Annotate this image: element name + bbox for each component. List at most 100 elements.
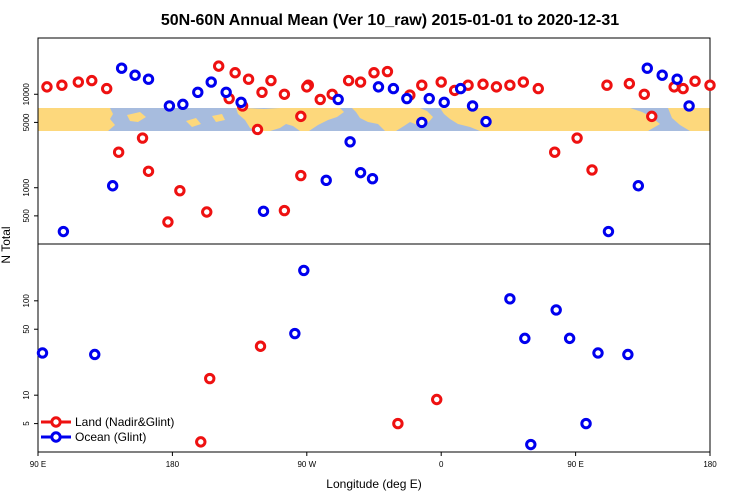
world-map-band: [38, 108, 710, 131]
ocean-point: [257, 205, 270, 217]
map-land-americas: [236, 108, 344, 131]
chart-title: 50N-60N Annual Mean (Ver 10_raw) 2015-01…: [161, 12, 619, 29]
legend-label-ocean: Ocean (Glint): [75, 430, 146, 444]
ocean-point: [205, 76, 217, 88]
land-point: [100, 82, 113, 95]
ocean-point: [220, 86, 232, 98]
plot-border: [37, 37, 711, 453]
legend-marker-ocean: [50, 431, 62, 443]
plot-frame: [37, 37, 711, 453]
land-point: [229, 67, 241, 79]
ocean-point: [387, 82, 400, 95]
land-point: [601, 79, 613, 91]
ocean-point: [550, 304, 562, 316]
y-tick-label: 10000: [22, 83, 31, 106]
ocean-point: [344, 136, 356, 148]
ocean-point: [235, 96, 247, 109]
y-tick-label: 10: [22, 390, 31, 399]
land-point: [416, 79, 428, 91]
ocean-point: [466, 100, 479, 112]
land-point: [254, 340, 267, 352]
land-point: [314, 93, 326, 106]
y-axis-lower: 5 10 50 100: [22, 294, 38, 426]
ocean-point: [106, 180, 119, 192]
land-point: [174, 184, 186, 197]
land-point: [256, 86, 268, 98]
land-point: [435, 76, 447, 88]
land-point: [41, 81, 53, 93]
land-point: [623, 77, 636, 90]
y-axis-label: N Total: [0, 226, 13, 263]
ocean-point: [89, 348, 101, 361]
land-point: [201, 206, 213, 218]
ocean-point: [366, 172, 379, 185]
ocean-point: [129, 69, 141, 81]
ocean-point: [192, 86, 204, 98]
map-land-eurasia-east: [440, 108, 660, 131]
land-point: [689, 75, 701, 87]
land-point: [195, 436, 207, 448]
land-point: [517, 76, 530, 88]
land-point: [278, 88, 291, 100]
ocean-point: [115, 62, 128, 74]
y-tick-label: 50: [22, 324, 31, 333]
land-point: [295, 110, 307, 123]
legend-marker-land: [50, 416, 62, 428]
land-point: [142, 165, 155, 177]
land-point: [431, 393, 443, 406]
land-point: [704, 79, 716, 91]
x-tick-label: 0: [439, 460, 444, 469]
ocean-point: [423, 92, 435, 105]
ocean-point: [354, 166, 367, 179]
ocean-point: [289, 327, 301, 340]
land-point: [136, 132, 149, 144]
ocean-point: [320, 174, 332, 187]
map-land-eurasia-west: [38, 108, 115, 131]
ocean-point: [57, 225, 70, 238]
land-point: [354, 76, 367, 88]
land-point: [677, 82, 689, 95]
land-point: [278, 204, 291, 217]
land-point: [212, 60, 225, 72]
y-tick-label: 1000: [22, 178, 31, 196]
ocean-point: [504, 293, 516, 305]
ocean-point: [671, 73, 683, 85]
ocean-point: [480, 115, 492, 128]
land-point: [571, 132, 583, 144]
map-land-island-3: [212, 114, 225, 122]
ocean-point: [683, 100, 695, 112]
ocean-point: [592, 347, 604, 359]
land-point: [72, 76, 85, 88]
y-tick-label: 100: [22, 294, 31, 308]
land-point: [112, 146, 125, 158]
map-land-north-america-east: [668, 108, 710, 131]
land-point: [204, 372, 216, 385]
land-point: [381, 65, 394, 78]
ocean-point: [519, 332, 531, 345]
ocean-point: [580, 417, 592, 430]
x-tick-label: 180: [703, 460, 717, 469]
ocean-point: [632, 180, 645, 192]
land-point: [251, 123, 264, 136]
land-point: [342, 74, 355, 87]
ocean-point: [525, 438, 537, 451]
x-axis-label: Longitude (deg E): [326, 477, 421, 491]
land-point: [368, 67, 380, 79]
ocean-point: [438, 96, 450, 109]
land-point: [504, 79, 516, 91]
land-point: [532, 82, 544, 95]
map-land-europe: [352, 108, 433, 131]
x-tick-label: 90 W: [297, 460, 316, 469]
land-point: [392, 417, 404, 430]
y-tick-label: 500: [22, 209, 31, 223]
y-tick-label: 5000: [22, 113, 31, 131]
x-tick-label: 180: [166, 460, 180, 469]
land-point: [548, 146, 561, 158]
ocean-point: [298, 264, 310, 277]
land-point: [586, 164, 598, 176]
land-point: [301, 81, 313, 93]
ocean-point: [602, 225, 615, 238]
land-point: [638, 88, 650, 100]
land-point: [490, 81, 503, 93]
